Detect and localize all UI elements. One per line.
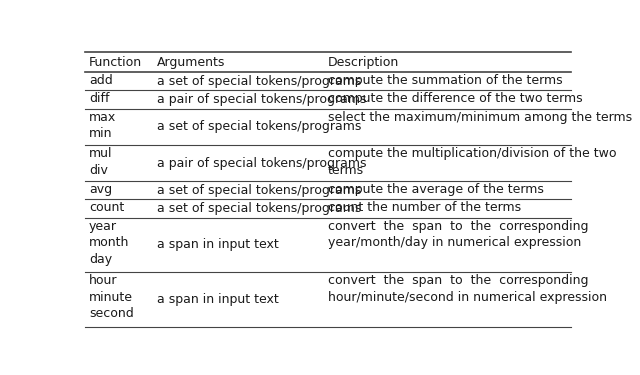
Text: hour: hour [89, 274, 117, 287]
Text: count: count [89, 201, 124, 214]
Text: day: day [89, 253, 112, 266]
Text: a pair of special tokens/programs: a pair of special tokens/programs [157, 93, 366, 106]
Text: month: month [89, 236, 129, 249]
Text: a set of special tokens/programs: a set of special tokens/programs [157, 202, 361, 215]
Text: compute the summation of the terms: compute the summation of the terms [328, 74, 563, 87]
Text: hour/minute/second in numerical expression: hour/minute/second in numerical expressi… [328, 291, 607, 304]
Text: a set of special tokens/programs: a set of special tokens/programs [157, 184, 361, 197]
Text: max: max [89, 111, 116, 123]
Text: second: second [89, 308, 134, 321]
Text: year/month/day in numerical expression: year/month/day in numerical expression [328, 236, 581, 249]
Text: compute the average of the terms: compute the average of the terms [328, 183, 544, 196]
Text: a set of special tokens/programs: a set of special tokens/programs [157, 75, 361, 88]
Text: compute the difference of the two terms: compute the difference of the two terms [328, 92, 582, 105]
Text: a span in input text: a span in input text [157, 238, 278, 251]
Text: a pair of special tokens/programs: a pair of special tokens/programs [157, 156, 366, 170]
Text: div: div [89, 164, 108, 177]
Text: min: min [89, 127, 113, 140]
Text: Arguments: Arguments [157, 56, 225, 69]
Text: diff: diff [89, 92, 109, 105]
Text: year: year [89, 219, 117, 232]
Text: select the maximum/minimum among the terms: select the maximum/minimum among the ter… [328, 111, 632, 123]
Text: avg: avg [89, 183, 112, 196]
Text: add: add [89, 74, 113, 87]
Text: count the number of the terms: count the number of the terms [328, 201, 521, 214]
Text: terms: terms [328, 164, 364, 177]
Text: a set of special tokens/programs: a set of special tokens/programs [157, 120, 361, 133]
Text: Function: Function [89, 56, 142, 69]
Text: convert  the  span  to  the  corresponding: convert the span to the corresponding [328, 274, 589, 287]
Text: compute the multiplication/division of the two: compute the multiplication/division of t… [328, 147, 616, 160]
Text: mul: mul [89, 147, 113, 160]
Text: Description: Description [328, 56, 399, 69]
Text: convert  the  span  to  the  corresponding: convert the span to the corresponding [328, 219, 589, 232]
Text: a span in input text: a span in input text [157, 293, 278, 306]
Text: minute: minute [89, 291, 133, 304]
